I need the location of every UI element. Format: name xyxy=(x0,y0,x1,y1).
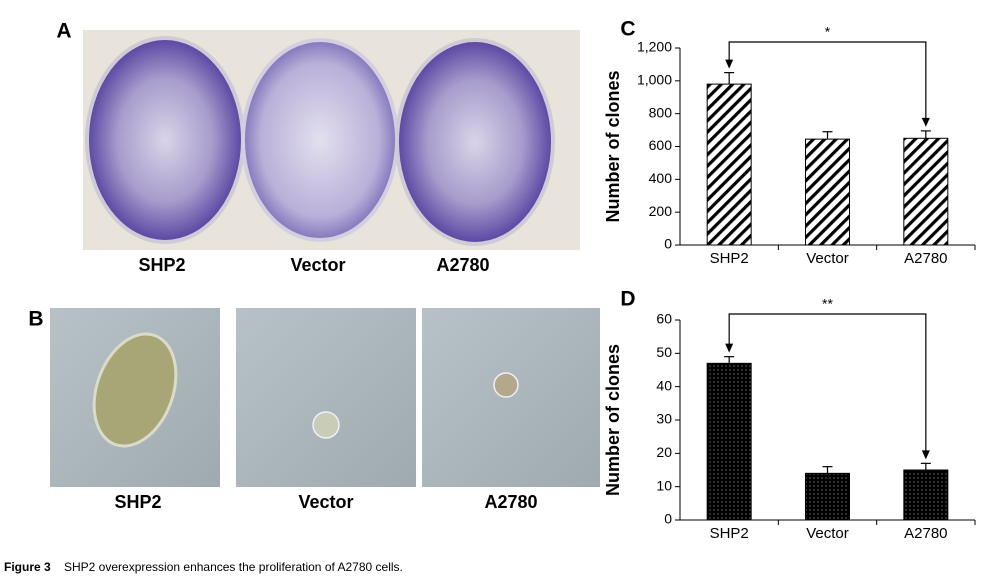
caption: SHP2 overexpression enhances the prolife… xyxy=(64,560,403,574)
y-tick-label: 20 xyxy=(656,444,672,460)
annotation: * xyxy=(825,24,831,40)
x-tick-label: A2780 xyxy=(904,525,947,542)
image-label: Vector xyxy=(298,492,353,512)
y-tick-label: 1,000 xyxy=(637,72,672,88)
bar xyxy=(805,138,850,246)
y-tick-label: 40 xyxy=(656,377,672,393)
image-label: SHP2 xyxy=(138,255,185,275)
cell-cluster xyxy=(312,411,340,439)
annotation: ** xyxy=(822,296,833,312)
y-axis-label: Number of clones xyxy=(603,70,623,222)
panel-label: C xyxy=(620,18,635,41)
bar xyxy=(805,472,850,521)
x-tick-label: A2780 xyxy=(904,250,947,267)
x-tick-label: Vector xyxy=(806,250,849,267)
dish xyxy=(241,38,399,242)
image-label: Vector xyxy=(290,255,345,275)
bar xyxy=(903,469,949,521)
cell-cluster xyxy=(92,332,178,448)
dish xyxy=(85,36,245,244)
caption-label: Figure 3 xyxy=(4,560,51,574)
significance-bracket xyxy=(728,313,927,458)
arrow-head xyxy=(725,59,734,69)
dish xyxy=(395,38,555,246)
panel-label: D xyxy=(620,288,635,311)
bar xyxy=(706,83,752,246)
y-tick-label: 30 xyxy=(656,411,672,427)
y-tick-label: 50 xyxy=(656,344,672,360)
y-tick-label: 0 xyxy=(664,511,672,527)
image-label: A2780 xyxy=(436,255,489,275)
arrow-head xyxy=(725,343,734,353)
y-tick-label: 600 xyxy=(649,137,673,153)
significance-bracket xyxy=(728,41,927,125)
panel-label: A xyxy=(56,20,71,43)
x-tick-label: Vector xyxy=(806,525,849,542)
arrow-head xyxy=(921,117,930,127)
image-label: A2780 xyxy=(484,492,537,512)
image-label: SHP2 xyxy=(114,492,161,512)
cell-cluster xyxy=(493,372,519,398)
photo xyxy=(422,308,600,487)
y-tick-label: 10 xyxy=(656,477,672,493)
bar xyxy=(706,362,752,521)
panel-label: B xyxy=(28,308,43,331)
bar xyxy=(903,137,949,246)
y-tick-label: 200 xyxy=(649,203,673,219)
y-tick-label: 800 xyxy=(649,104,673,120)
y-tick-label: 1,200 xyxy=(637,39,672,55)
y-tick-label: 0 xyxy=(664,236,672,252)
photo xyxy=(236,308,416,487)
x-tick-label: SHP2 xyxy=(710,250,749,267)
y-axis-label: Number of clones xyxy=(603,344,623,496)
arrow-head xyxy=(921,450,930,460)
y-tick-label: 60 xyxy=(656,311,672,327)
x-tick-label: SHP2 xyxy=(710,525,749,542)
y-tick-label: 400 xyxy=(649,170,673,186)
